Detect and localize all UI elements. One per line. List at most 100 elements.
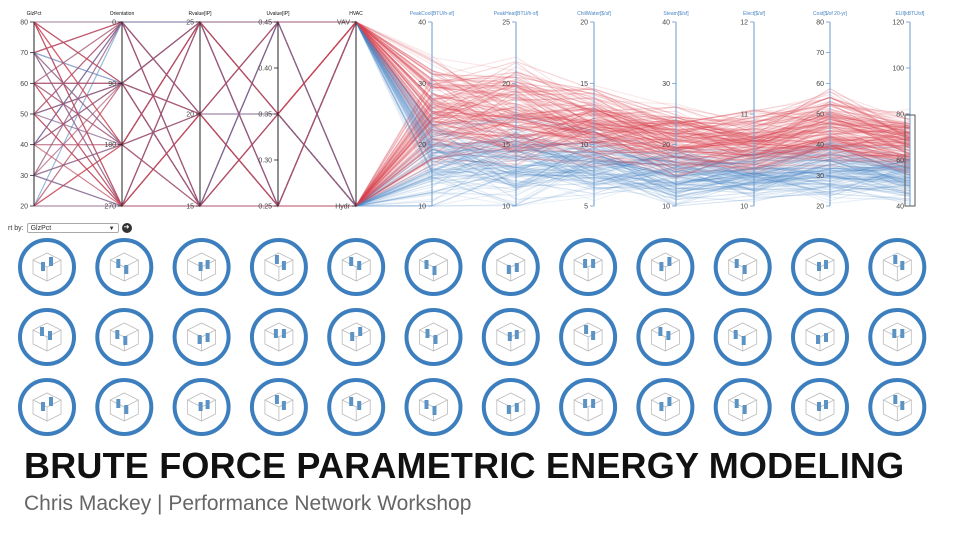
series-line [33,21,911,207]
series-line [33,20,911,207]
building-massing-icon[interactable] [404,378,463,436]
tick-label: 50 [816,112,824,119]
building-massing-icon[interactable] [559,378,618,436]
building-massing-icon[interactable] [172,308,231,366]
series-line [34,21,911,207]
series-line [34,21,911,208]
building-massing-icon[interactable] [404,308,463,366]
axis-8[interactable]: Steam[$/sf] 40 30 20 10 [662,11,689,211]
series-line [33,21,911,207]
massing-walls [264,260,294,282]
axis-3[interactable]: Uvalue[IP] 0.45 0.40 0.35 0.30 0.25 [258,11,290,211]
series-line [33,21,911,207]
series-line [33,21,911,207]
building-massing-icon[interactable] [636,238,695,296]
building-massing-icon[interactable] [18,238,76,296]
axis-11[interactable]: EUI[kBTU/sf] 120 100 80 60 40 [892,11,925,211]
series-line [33,21,911,207]
series-line [33,21,911,182]
axis-7[interactable]: ChillWater[$/sf] 20 15 10 5 [577,11,611,211]
building-massing-icon[interactable] [327,238,386,296]
building-massing-icon[interactable] [713,378,772,436]
series-line [33,20,911,207]
building-massing-icon[interactable] [95,238,154,296]
series-line [34,21,911,207]
building-massing-icon[interactable] [868,238,927,296]
building-massing-icon[interactable] [791,308,849,366]
building-massing-icon[interactable] [327,378,386,436]
series-line [33,20,911,208]
building-massing-icon[interactable] [559,308,618,366]
series-line [34,21,911,150]
tick-label: 20 [662,142,670,149]
axis-0[interactable]: GlzPct 80 70 60 50 40 30 20 [20,11,42,211]
slide-title: BRUTE FORCE PARAMETRIC ENERGY MODELING [24,445,905,486]
building-massing-icon[interactable] [95,308,154,366]
series-line [33,21,911,207]
series-line [33,21,911,159]
building-massing-icon[interactable] [791,378,849,436]
series-line [33,21,911,176]
window-pane [274,255,279,264]
series-line [33,21,911,207]
building-massing-icon[interactable] [95,378,154,436]
tick-label: 30 [418,81,426,88]
axis-label: Uvalue[IP] [266,11,290,17]
building-massing-icon[interactable] [636,308,695,366]
building-massing-icon[interactable] [249,238,308,296]
axis-9[interactable]: Elect[$/sf] 12 11 10 [740,11,765,211]
window-pane [506,405,511,414]
tick-label: 20 [580,20,588,27]
tick-label: 80 [20,20,28,27]
building-massing-icon[interactable] [481,308,540,366]
series-line [33,20,911,207]
building-massing-icon[interactable] [868,308,927,366]
window-pane [824,260,828,269]
window-pane [357,401,362,410]
building-massing-icon[interactable] [249,378,308,436]
series-line [33,20,911,208]
window-pane [900,329,905,338]
sort-select[interactable]: GlzPct ▼ [26,223,119,233]
series-line [33,21,911,207]
arrow-icon[interactable]: ➜ [121,223,132,233]
brush-selection[interactable] [904,114,916,207]
tick-label: 60 [816,81,824,88]
building-massing-icon[interactable] [172,238,231,296]
building-massing-icon[interactable] [559,238,618,296]
building-massing-icon[interactable] [249,308,308,366]
window-pane [432,266,437,275]
axis-2[interactable]: Rvalue[IP] 25 20 15 [186,11,212,211]
building-massing-icon[interactable] [481,378,540,436]
series-line [33,21,911,207]
parallel-coordinates-chart[interactable]: GlzPct 80 70 60 50 40 30 20 Orientation 0 90 180 270… [0,0,960,222]
building-massing-icon[interactable] [404,238,463,296]
building-massing-icon[interactable] [868,378,927,436]
building-massing-icon[interactable] [713,308,772,366]
series-line [34,21,911,207]
building-massing-icon[interactable] [791,238,849,296]
series-line [33,20,911,207]
axis-5[interactable]: PeakCool[BTU/h-sf] 40 30 20 10 [410,11,455,211]
window-pane [123,336,128,345]
building-massing-icon[interactable] [18,378,76,436]
building-massing-icon[interactable] [636,378,695,436]
series-line [33,20,911,207]
series-line [33,21,911,170]
building-massing-icon[interactable] [172,378,231,436]
building-massing-icon[interactable] [713,238,772,296]
series-line [33,20,911,208]
series-line [34,20,911,207]
series-line [33,65,911,207]
axis-6[interactable]: PeakHeat[BTU/h-sf] 25 20 15 10 [494,11,539,211]
series-line [33,21,911,208]
axis-10[interactable]: Cost[$/sf 20-yr] 80 70 60 50 40 30 20 [813,11,848,211]
building-massing-icon[interactable] [18,308,76,366]
axis-1[interactable]: Orientation 0 90 180 270 [104,11,134,211]
building-massing-icon[interactable] [327,308,386,366]
building-massing-icon[interactable] [481,238,540,296]
axis-4[interactable]: HVAC VAV Hydr [335,11,363,211]
window-pane [816,335,820,344]
series-line [33,21,911,207]
window-pane [591,331,596,340]
